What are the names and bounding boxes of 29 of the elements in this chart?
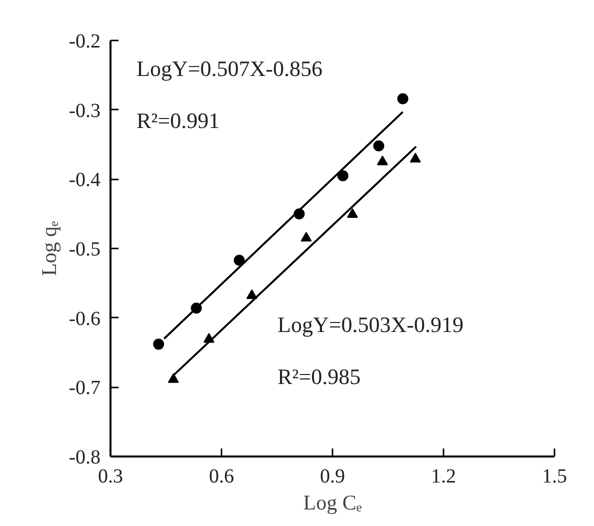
point	[300, 232, 312, 242]
point	[346, 208, 358, 218]
y-tick-label: -0.8	[68, 446, 101, 468]
x-tick-label: 1.2	[431, 466, 456, 488]
annotation: R²=0.985	[278, 364, 361, 389]
point	[397, 93, 408, 104]
y-tick-label: -0.3	[68, 100, 101, 122]
y-tick-label: -0.7	[68, 377, 101, 400]
x-tick-label: 0.6	[209, 466, 234, 488]
x-tick-label: 1.5	[542, 466, 567, 488]
y-tick-label: -0.2	[68, 30, 101, 52]
point	[234, 254, 245, 266]
annotation: LogY=0.503X-0.919	[278, 312, 464, 337]
point	[373, 140, 384, 152]
x-tick-label: 0.9	[320, 466, 345, 488]
point	[153, 338, 164, 350]
x-axis-title: Log Cₑ	[303, 490, 362, 514]
point	[410, 152, 421, 162]
x-tick-label: 0.3	[98, 466, 123, 488]
y-tick-label: -0.4	[68, 169, 101, 192]
annotation: R²=0.991	[136, 108, 220, 133]
point	[168, 373, 179, 383]
y-tick-label: -0.5	[68, 238, 101, 260]
y-tick-label: -0.6	[68, 308, 101, 330]
y-axis-title: Log qₑ	[36, 220, 61, 276]
point	[246, 289, 258, 300]
annotation: LogY=0.507X-0.856	[136, 56, 322, 81]
point	[337, 170, 348, 182]
point	[376, 156, 388, 166]
